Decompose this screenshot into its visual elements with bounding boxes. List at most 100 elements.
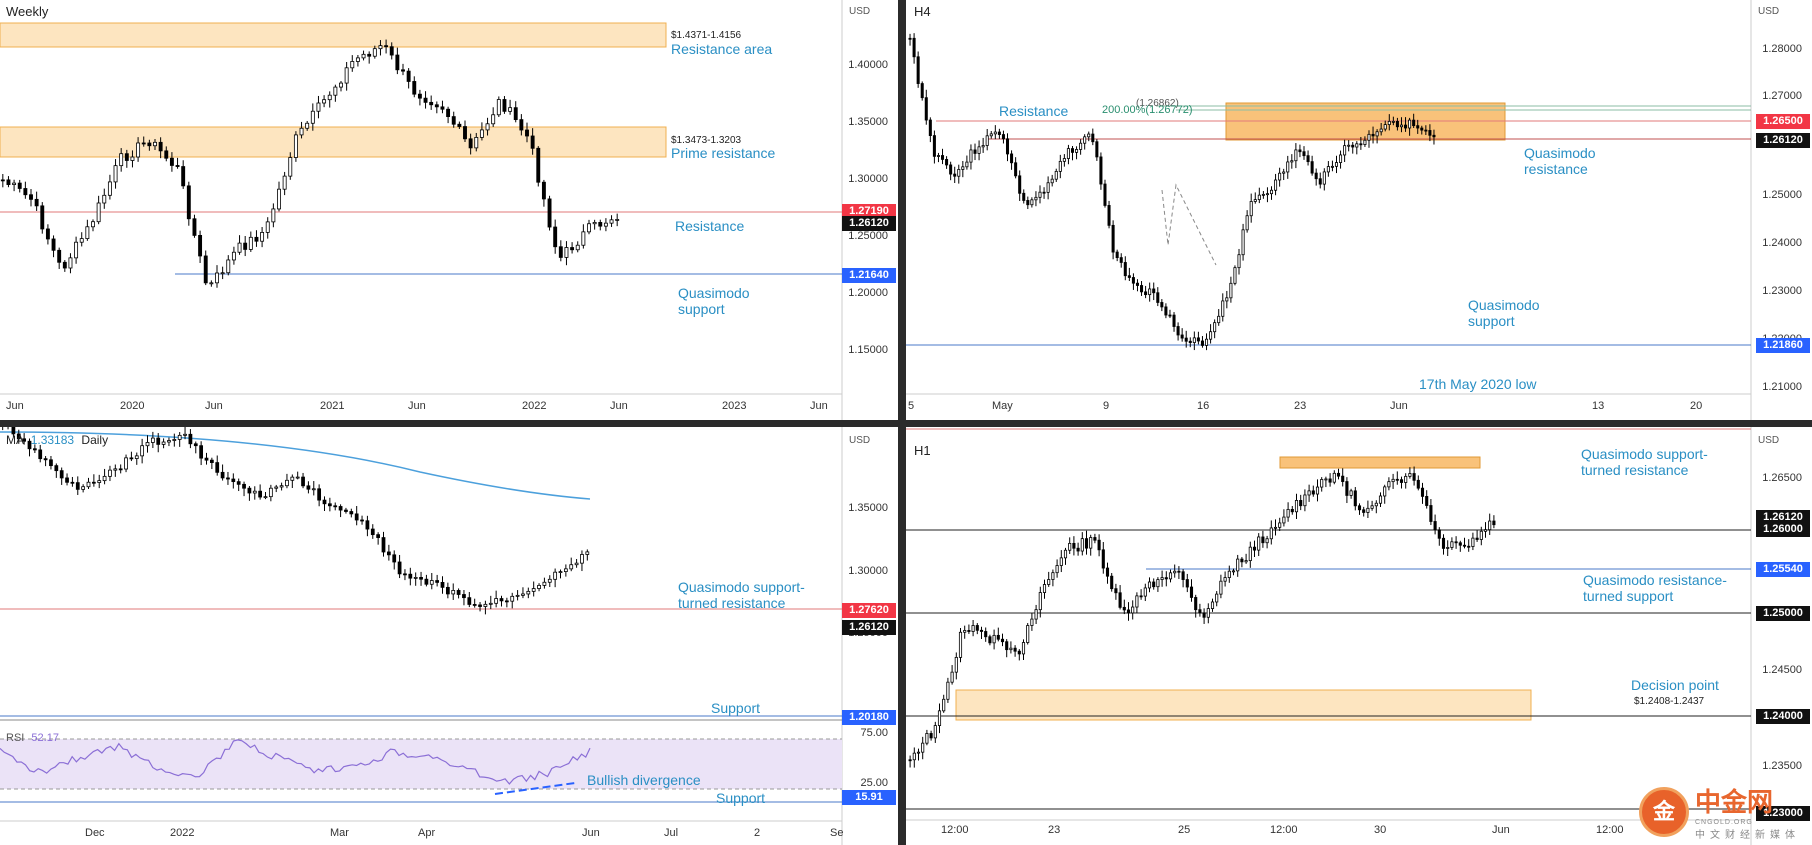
daily-candle-body (376, 534, 381, 538)
h1-candle-body (950, 671, 954, 683)
weekly-candle-body (231, 251, 236, 261)
h1-candle-body (1311, 490, 1315, 495)
weekly-candle-body (367, 53, 372, 57)
daily-candle-body (386, 551, 391, 556)
daily-ma-header: MA 1.33183 Daily (6, 433, 108, 447)
rsi-tick: 75.00 (860, 727, 888, 739)
h1-candle-body (1383, 486, 1387, 497)
weekly-candle-body (254, 236, 259, 242)
h1-candle-body (1353, 490, 1357, 507)
weekly-candle-body (485, 123, 490, 131)
daily-candle-body (156, 437, 161, 445)
weekly-candle-body (350, 61, 355, 69)
weekly-candle-body (417, 93, 422, 99)
daily-candle-body (231, 478, 236, 483)
h1-candle-body (975, 625, 979, 631)
h4-candle-body (1030, 199, 1034, 206)
h4-candle-body (1140, 285, 1144, 293)
h4-candle-body (1330, 165, 1334, 168)
h1-candle-body (1437, 529, 1441, 539)
daily-candle-body (38, 449, 43, 460)
h4-candle-body (1213, 322, 1217, 333)
weekly-price-box: 1.26120 (842, 216, 896, 231)
h4-candle-body (973, 149, 977, 154)
weekly-candle-body (215, 272, 219, 284)
weekly-candle-body (423, 97, 428, 103)
weekly-candle-body (124, 153, 129, 161)
daily-bullish-label: Bullish divergence (587, 772, 701, 788)
h4-candle-body (1379, 128, 1383, 133)
h1-candle-body (1416, 479, 1420, 489)
weekly-candle-body (502, 99, 507, 112)
h1-candle-body (1290, 508, 1294, 513)
h4-candle-body (1062, 158, 1066, 162)
daily-candle-body (483, 603, 488, 607)
daily-x-tick: Se (830, 827, 844, 839)
h1-candle-body (1114, 588, 1118, 594)
h4-price-tick: 1.27000 (1762, 90, 1802, 102)
weekly-x-tick: Jun (6, 400, 24, 412)
h1-qm-str-label: Quasimodo support- turned resistance (1581, 446, 1708, 478)
h1-x-tick: Jun (1492, 824, 1510, 836)
h4-x-tick: Jun (1390, 400, 1408, 412)
weekly-candle-body (412, 81, 417, 95)
daily-candle-body (440, 581, 445, 588)
h1-candle-body (1000, 638, 1005, 643)
h4-candle-body (1046, 182, 1050, 193)
h4-candle-body (1367, 133, 1371, 141)
weekly-candle-body (192, 218, 197, 236)
daily-candle-body (209, 459, 214, 463)
daily-candle-body (531, 588, 536, 592)
h4-candle-body (961, 166, 965, 170)
weekly-resistance-label: Resistance (675, 218, 745, 234)
weekly-candle-body (119, 153, 124, 167)
rsi-header: RSI 52.17 (6, 732, 59, 744)
weekly-candle-body (288, 157, 293, 177)
daily-x-tick: Dec (85, 827, 105, 839)
weekly-candle-body (429, 101, 434, 106)
weekly-qm-support-label: Quasimodo support (678, 285, 750, 317)
daily-x-tick: Mar (330, 827, 349, 839)
h4-candle-body (916, 56, 920, 84)
h1-candle-body (925, 733, 929, 744)
h4-candle-body (953, 173, 957, 177)
h1-candle-body (954, 656, 958, 673)
daily-candle-body (49, 459, 53, 467)
h1-candle-body (1315, 486, 1320, 495)
daily-candle-body (54, 465, 59, 472)
h4-candle-body (1091, 133, 1095, 143)
weekly-candle-body (153, 141, 157, 147)
weekly-candle-body (12, 182, 17, 185)
daily-candle-body (258, 490, 263, 498)
weekly-candle-body (226, 259, 231, 274)
h4-candle-body (1343, 145, 1347, 156)
daily-candle-body (86, 481, 91, 488)
h1-candle-body (912, 752, 916, 761)
h1-candle-body (1412, 473, 1416, 481)
weekly-candle-body (57, 249, 62, 263)
h4-candle-body (1408, 119, 1412, 129)
h1-candle-body (1009, 647, 1013, 651)
daily-candle-body (279, 485, 284, 488)
h1-candle-body (1021, 642, 1026, 655)
h1-decision-range: $1.2408-1.2437 (1634, 696, 1705, 707)
daily-candle-body (177, 434, 182, 440)
daily-candle-body (285, 479, 289, 487)
daily-candle-body (65, 477, 69, 483)
weekly-candle-body (147, 142, 152, 147)
h4-candle-body (1022, 192, 1026, 201)
weekly-candle-body (609, 219, 614, 224)
h1-candle-body (908, 759, 912, 762)
weekly-candle-body (564, 247, 569, 258)
weekly-candle-body (519, 119, 524, 131)
h4-pattern-line (1161, 183, 1217, 266)
daily-candle-body (311, 488, 316, 491)
daily-candle-body (462, 594, 466, 599)
weekly-candle-body (209, 282, 214, 285)
h4-candle-body (989, 133, 993, 137)
h1-candle-body (1080, 538, 1084, 552)
h1-candle-body (1210, 601, 1215, 609)
h1-candle-body (1273, 526, 1278, 529)
h1-candle-body (1450, 541, 1454, 548)
h4-candle-body (1310, 161, 1314, 174)
